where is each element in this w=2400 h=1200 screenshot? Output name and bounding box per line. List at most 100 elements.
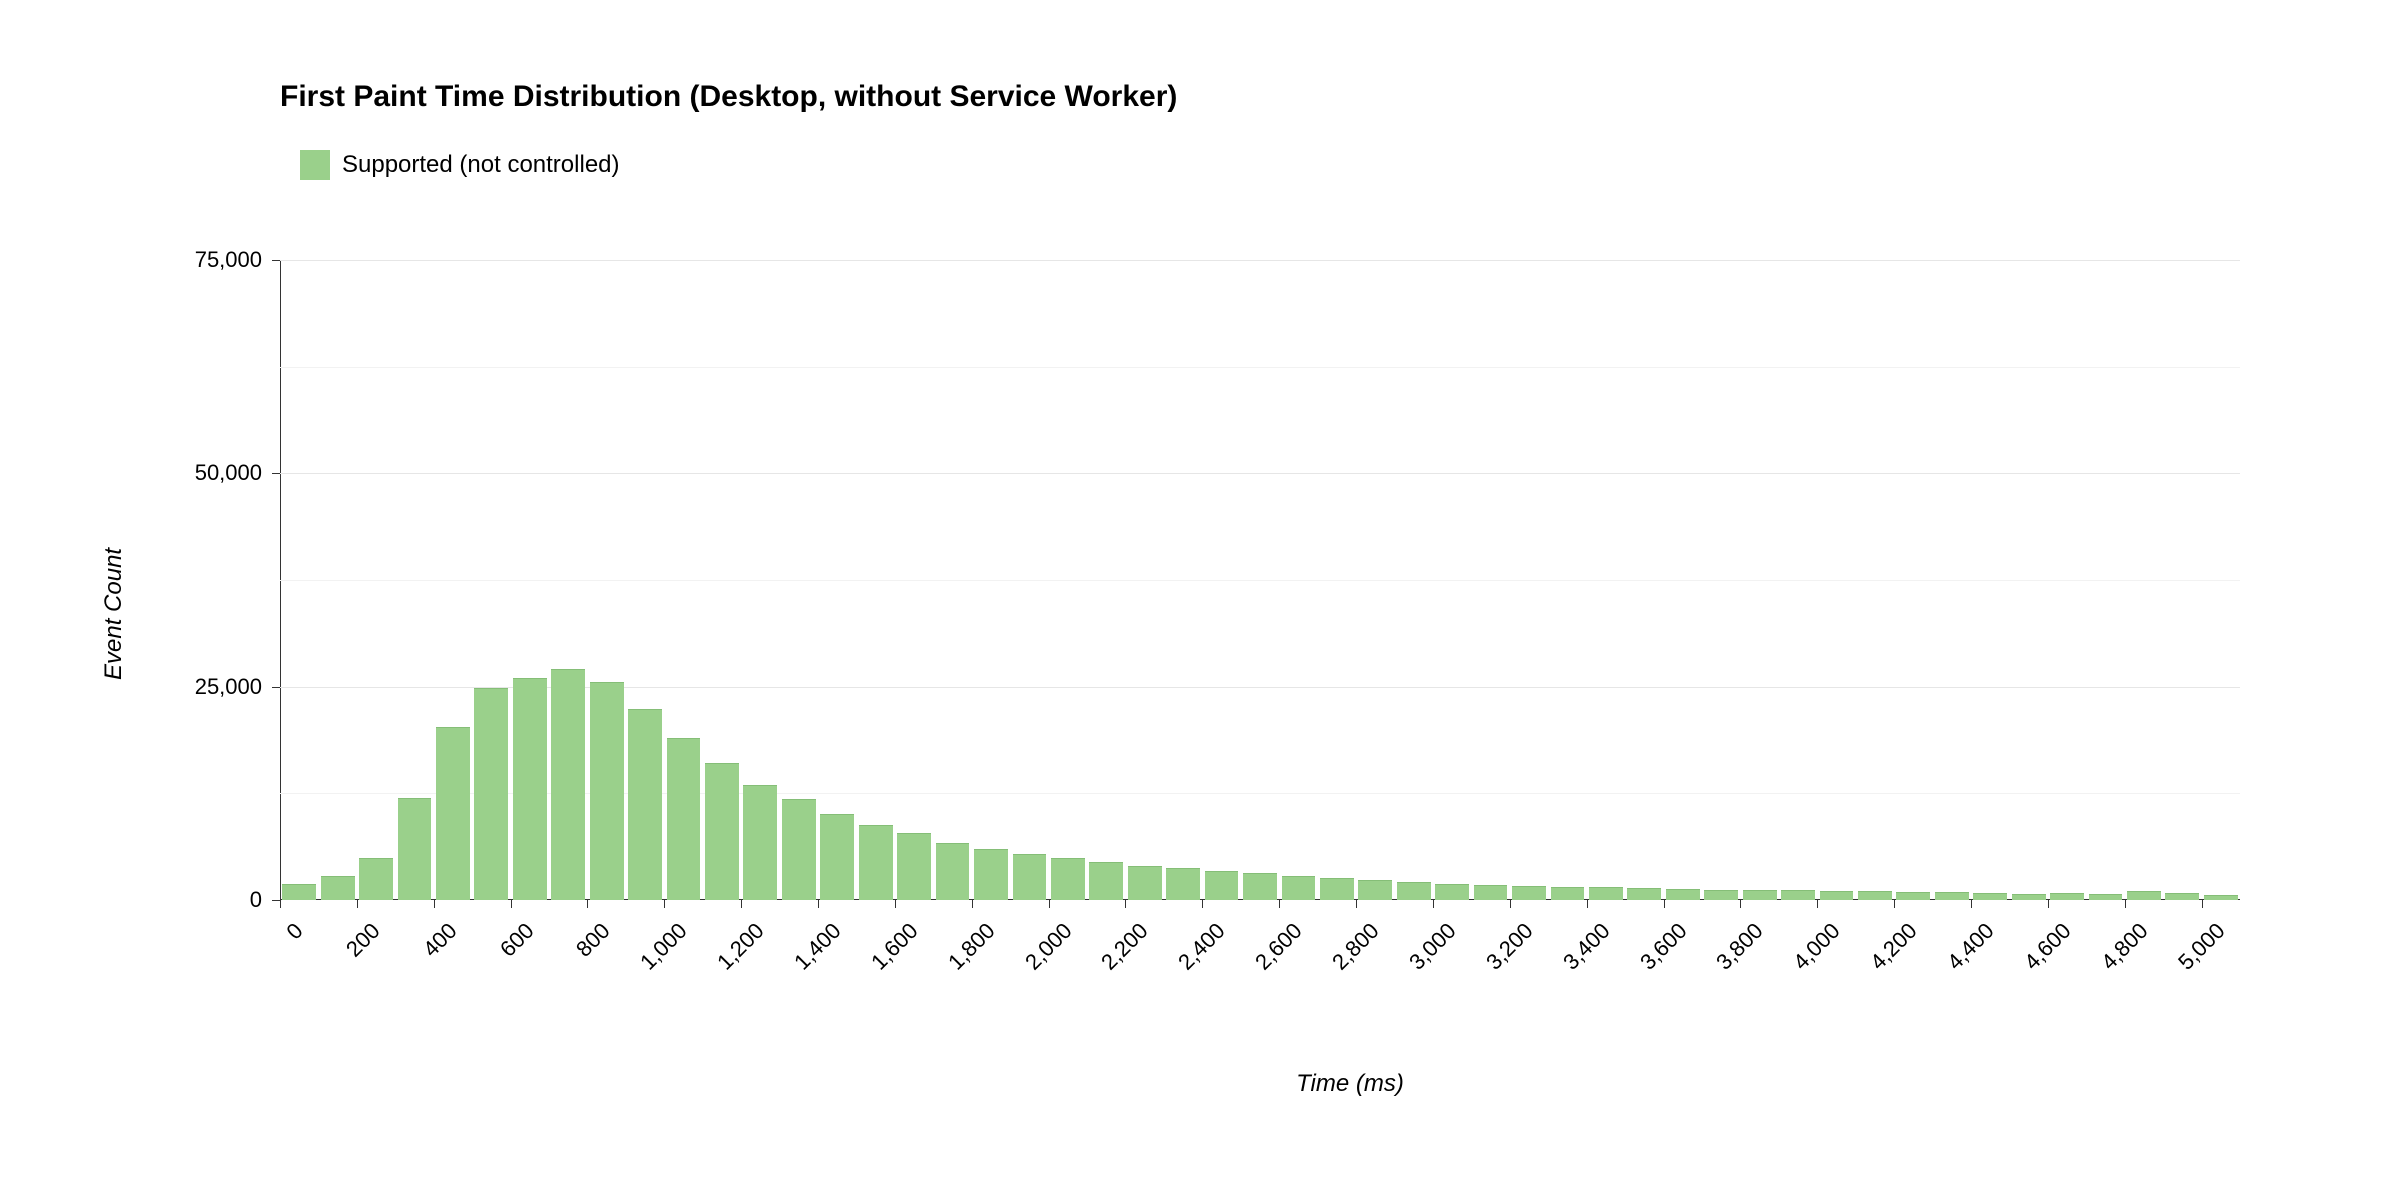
- x-tick-mark: [1587, 900, 1588, 908]
- x-tick-label: 2,600: [1218, 918, 1307, 1007]
- histogram-bar: [974, 849, 1008, 900]
- histogram-bar: [782, 799, 816, 900]
- histogram-bar: [474, 688, 508, 900]
- x-tick-mark: [1279, 900, 1280, 908]
- x-tick-label: 5,000: [2141, 918, 2230, 1007]
- x-tick-label: 400: [373, 918, 462, 1007]
- y-tick-mark: [272, 473, 280, 474]
- histogram-bar: [2204, 895, 2238, 900]
- x-tick-label: 200: [296, 918, 385, 1007]
- histogram-bar: [820, 814, 854, 900]
- x-tick-mark: [357, 900, 358, 908]
- y-tick-label: 50,000: [195, 460, 262, 486]
- x-tick-mark: [1510, 900, 1511, 908]
- histogram-bar: [1320, 878, 1354, 900]
- x-tick-mark: [2048, 900, 2049, 908]
- histogram-bar: [936, 843, 970, 900]
- x-tick-label: 2,000: [988, 918, 1077, 1007]
- histogram-bar: [2089, 894, 2123, 900]
- histogram-bar: [2165, 893, 2199, 900]
- histogram-bar: [1781, 890, 1815, 900]
- histogram-bar: [1704, 890, 1738, 900]
- x-tick-label: 3,600: [1603, 918, 1692, 1007]
- x-tick-label: 3,800: [1680, 918, 1769, 1007]
- x-tick-label: 4,400: [1910, 918, 1999, 1007]
- histogram-bar: [667, 738, 701, 900]
- y-axis-label: Event Count: [100, 548, 128, 680]
- histogram-bar: [1551, 887, 1585, 900]
- histogram-bar: [1627, 888, 1661, 900]
- x-tick-mark: [2202, 900, 2203, 908]
- x-tick-label: 600: [450, 918, 539, 1007]
- x-tick-label: 0: [219, 918, 308, 1007]
- x-tick-label: 4,800: [2064, 918, 2153, 1007]
- x-tick-label: 3,000: [1372, 918, 1461, 1007]
- y-tick-mark: [272, 900, 280, 901]
- histogram-bar: [590, 682, 624, 900]
- histogram-bar: [1089, 862, 1123, 900]
- histogram-bar: [2127, 891, 2161, 900]
- x-tick-label: 1,400: [757, 918, 846, 1007]
- x-tick-label: 4,600: [1987, 918, 2076, 1007]
- histogram-chart: First Paint Time Distribution (Desktop, …: [0, 0, 2400, 1200]
- x-tick-label: 3,200: [1449, 918, 1538, 1007]
- x-tick-label: 1,000: [604, 918, 693, 1007]
- histogram-bar: [1243, 873, 1277, 900]
- legend-label: Supported (not controlled): [342, 151, 620, 179]
- x-tick-label: 2,800: [1295, 918, 1384, 1007]
- x-axis-label: Time (ms): [1200, 1070, 1500, 1098]
- x-tick-mark: [1740, 900, 1741, 908]
- histogram-bar: [743, 785, 777, 900]
- chart-title: First Paint Time Distribution (Desktop, …: [280, 80, 1177, 114]
- histogram-bar: [897, 833, 931, 900]
- x-tick-mark: [1971, 900, 1972, 908]
- x-tick-mark: [1433, 900, 1434, 908]
- grid-line: [280, 260, 2240, 261]
- histogram-bar: [1205, 871, 1239, 900]
- histogram-bar: [2050, 893, 2084, 900]
- x-tick-label: 800: [527, 918, 616, 1007]
- histogram-bar: [1666, 889, 1700, 900]
- histogram-bar: [1896, 892, 1930, 900]
- x-tick-mark: [1049, 900, 1050, 908]
- histogram-bar: [436, 727, 470, 900]
- x-tick-mark: [895, 900, 896, 908]
- grid-line-minor: [280, 580, 2240, 581]
- histogram-bar: [628, 709, 662, 900]
- x-tick-mark: [1202, 900, 1203, 908]
- histogram-bar: [321, 876, 355, 900]
- y-tick-label: 0: [250, 887, 262, 913]
- histogram-bar: [359, 858, 393, 900]
- x-tick-mark: [741, 900, 742, 908]
- x-tick-mark: [280, 900, 281, 908]
- histogram-bar: [1820, 891, 1854, 900]
- x-tick-label: 1,800: [911, 918, 1000, 1007]
- y-tick-mark: [272, 687, 280, 688]
- histogram-bar: [1858, 891, 1892, 900]
- histogram-bar: [1358, 880, 1392, 900]
- histogram-bar: [398, 798, 432, 900]
- histogram-bar: [551, 669, 585, 900]
- histogram-bar: [1973, 893, 2007, 900]
- histogram-bar: [282, 884, 316, 900]
- y-tick-label: 75,000: [195, 247, 262, 273]
- x-tick-mark: [972, 900, 973, 908]
- x-tick-label: 1,200: [680, 918, 769, 1007]
- x-tick-label: 4,000: [1757, 918, 1846, 1007]
- histogram-bar: [1589, 887, 1623, 900]
- x-tick-mark: [1125, 900, 1126, 908]
- y-tick-mark: [272, 260, 280, 261]
- histogram-bar: [1743, 890, 1777, 900]
- x-tick-mark: [434, 900, 435, 908]
- x-tick-label: 1,600: [834, 918, 923, 1007]
- x-tick-label: 2,400: [1142, 918, 1231, 1007]
- y-tick-label: 25,000: [195, 674, 262, 700]
- x-tick-mark: [664, 900, 665, 908]
- histogram-bar: [1282, 876, 1316, 900]
- histogram-bar: [1051, 858, 1085, 900]
- x-tick-mark: [1817, 900, 1818, 908]
- x-tick-label: 4,200: [1833, 918, 1922, 1007]
- histogram-bar: [1935, 892, 1969, 900]
- x-tick-mark: [1664, 900, 1665, 908]
- x-tick-mark: [2125, 900, 2126, 908]
